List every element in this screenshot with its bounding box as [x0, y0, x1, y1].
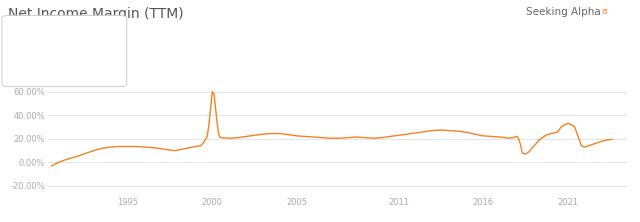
Text: 19.63%: 19.63%	[69, 25, 113, 35]
Text: since 05/31/1990: since 05/31/1990	[15, 52, 81, 61]
Text: (12236 days): (12236 days)	[15, 65, 65, 74]
Text: α: α	[602, 7, 607, 16]
Text: Net Margin: Net Margin	[15, 39, 57, 48]
Text: ●: ●	[15, 25, 23, 35]
Text: Net Income Margin (TTM): Net Income Margin (TTM)	[8, 7, 184, 21]
Text: Seeking Alpha: Seeking Alpha	[525, 7, 600, 17]
Text: ORCL: ORCL	[22, 25, 52, 35]
